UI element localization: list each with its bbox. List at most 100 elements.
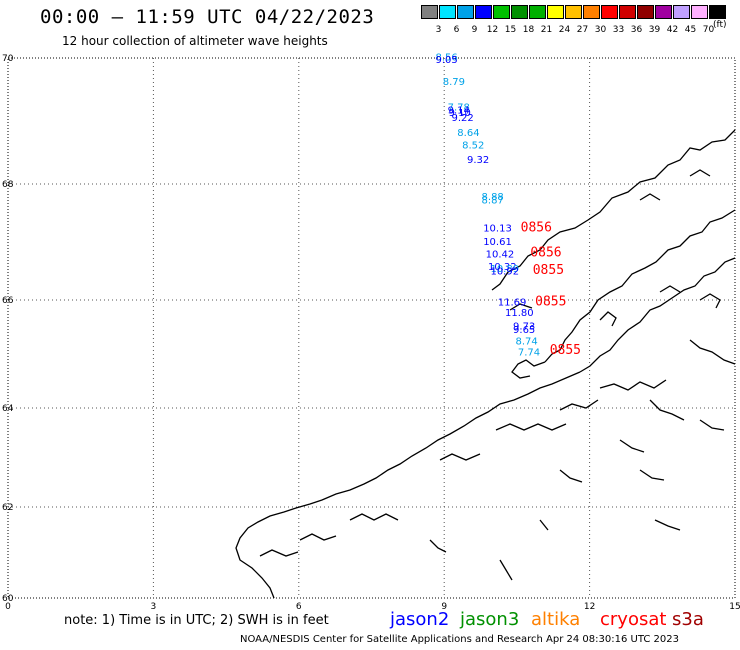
coastline-segment — [639, 193, 661, 201]
satellite-name: cryosat — [600, 609, 667, 630]
coastline-segment — [509, 303, 533, 311]
color-scale-label: 12 — [486, 25, 499, 35]
coastline-segment — [559, 399, 599, 411]
color-scale-label: 36 — [630, 25, 643, 35]
coastline-segment — [619, 439, 645, 453]
color-swatch — [655, 5, 672, 19]
coastline-segment — [579, 257, 736, 373]
map-subtitle: 12 hour collection of altimeter wave hei… — [62, 34, 328, 48]
coastline-segment — [639, 469, 665, 481]
wave-height-value: 10.92 — [490, 266, 519, 277]
color-scale-label: 18 — [522, 25, 535, 35]
wave-height-value: 11.69 — [498, 297, 527, 308]
wave-height-value: 8.64 — [457, 128, 479, 139]
wave-height-value: 8.56 — [435, 53, 457, 64]
coastline-segment — [299, 533, 337, 541]
color-swatch — [457, 5, 474, 19]
color-swatch — [475, 5, 492, 19]
coastline-segment — [559, 469, 583, 483]
credit-line: NOAA/NESDIS Center for Satellite Applica… — [240, 634, 679, 645]
longitude-label: 3 — [151, 602, 157, 612]
color-scale-label: 24 — [558, 25, 571, 35]
color-scale-label: 9 — [471, 25, 478, 35]
coastline-segment — [689, 339, 736, 365]
color-scale-label: 3 — [435, 25, 442, 35]
wave-height-value: 10.13 — [483, 224, 512, 235]
wave-height-value: 10.61 — [483, 237, 512, 248]
color-swatch — [421, 5, 438, 19]
color-scale-label: 6 — [453, 25, 460, 35]
wave-height-value: 8.79 — [443, 77, 465, 88]
color-scale-unit: (ft) — [713, 20, 727, 30]
wave-height-value: 9.22 — [451, 113, 473, 124]
lat-lon-grid — [8, 58, 735, 598]
coastline-segment — [235, 371, 581, 599]
color-swatch — [493, 5, 510, 19]
wave-height-value: 9.14 — [448, 105, 470, 116]
satellite-name: jason3 — [460, 609, 520, 630]
coastline-segment — [499, 559, 513, 581]
coastline-segment — [539, 519, 549, 531]
coastline-segment — [495, 423, 567, 431]
color-swatch — [691, 5, 708, 19]
wave-height-value: 8.74 — [515, 336, 537, 347]
latitude-label: 62 — [2, 503, 13, 513]
wave-height-value: 10.42 — [486, 250, 515, 261]
pass-time-label: 0856 — [521, 221, 552, 236]
color-swatch — [511, 5, 528, 19]
color-scale-label: 70 — [702, 25, 715, 35]
latitude-label: 64 — [2, 404, 14, 414]
coastline-segment — [511, 359, 546, 379]
map-frame — [7, 57, 736, 599]
coastline-segment — [654, 519, 681, 531]
coastline-segment — [599, 311, 617, 327]
satellite-name: jason2 — [390, 609, 450, 630]
satellite-name: s3a — [672, 609, 704, 630]
color-scale-label: 33 — [612, 25, 625, 35]
color-swatch — [673, 5, 690, 19]
coastline-segment — [439, 453, 481, 461]
color-swatch — [529, 5, 546, 19]
coastline — [235, 129, 736, 599]
wave-height-value: 9.05 — [435, 55, 457, 66]
color-swatch — [547, 5, 564, 19]
wave-height-value: 7.78 — [448, 102, 470, 113]
color-swatch — [709, 5, 726, 19]
color-scale-label: 15 — [504, 25, 517, 35]
latitude-label: 60 — [2, 594, 14, 604]
color-swatch — [439, 5, 456, 19]
coastline-segment — [429, 539, 447, 553]
pass-time-label: 0856 — [530, 246, 561, 261]
color-scale-label: 27 — [576, 25, 589, 35]
pass-time-label: 0855 — [550, 343, 581, 358]
wave-height-value: 10.89 — [490, 264, 519, 275]
wave-height-value: 9.73 — [513, 322, 535, 333]
color-scale-label: 42 — [666, 25, 679, 35]
color-swatch — [583, 5, 600, 19]
axis-labels: 70 68 66 64 62 600 3 6 9 12 15 — [2, 54, 740, 612]
color-scale-label: 39 — [648, 25, 661, 35]
wave-height-value: 10.32 — [488, 262, 517, 273]
wave-height-value: 9.32 — [467, 155, 489, 166]
units-note: note: 1) Time is in UTC; 2) SWH is in fe… — [64, 613, 329, 628]
wave-height-value: 8.88 — [482, 192, 504, 203]
wave-height-observations: 8.569.05 8.79 7.789.149.109.22 8.64 8.52 9.32… — [435, 53, 581, 359]
latitude-label: 66 — [2, 296, 14, 306]
coastline-segment — [491, 129, 736, 291]
coastline-segment — [699, 293, 721, 309]
pass-time-label: 0855 — [533, 263, 564, 278]
longitude-label: 9 — [441, 602, 447, 612]
longitude-label: 0 — [5, 602, 11, 612]
latitude-label: 70 — [2, 54, 14, 64]
color-swatch — [637, 5, 654, 19]
coastline-segment — [689, 169, 711, 177]
color-swatch — [601, 5, 618, 19]
longitude-label: 6 — [296, 602, 302, 612]
coastline-segment — [349, 513, 399, 521]
color-scale-label: 45 — [684, 25, 697, 35]
coastline-segment — [699, 419, 725, 431]
color-swatch — [619, 5, 636, 19]
coastline-segment — [544, 209, 736, 363]
coastline-segment — [259, 549, 299, 557]
coastline-segment — [649, 399, 685, 421]
